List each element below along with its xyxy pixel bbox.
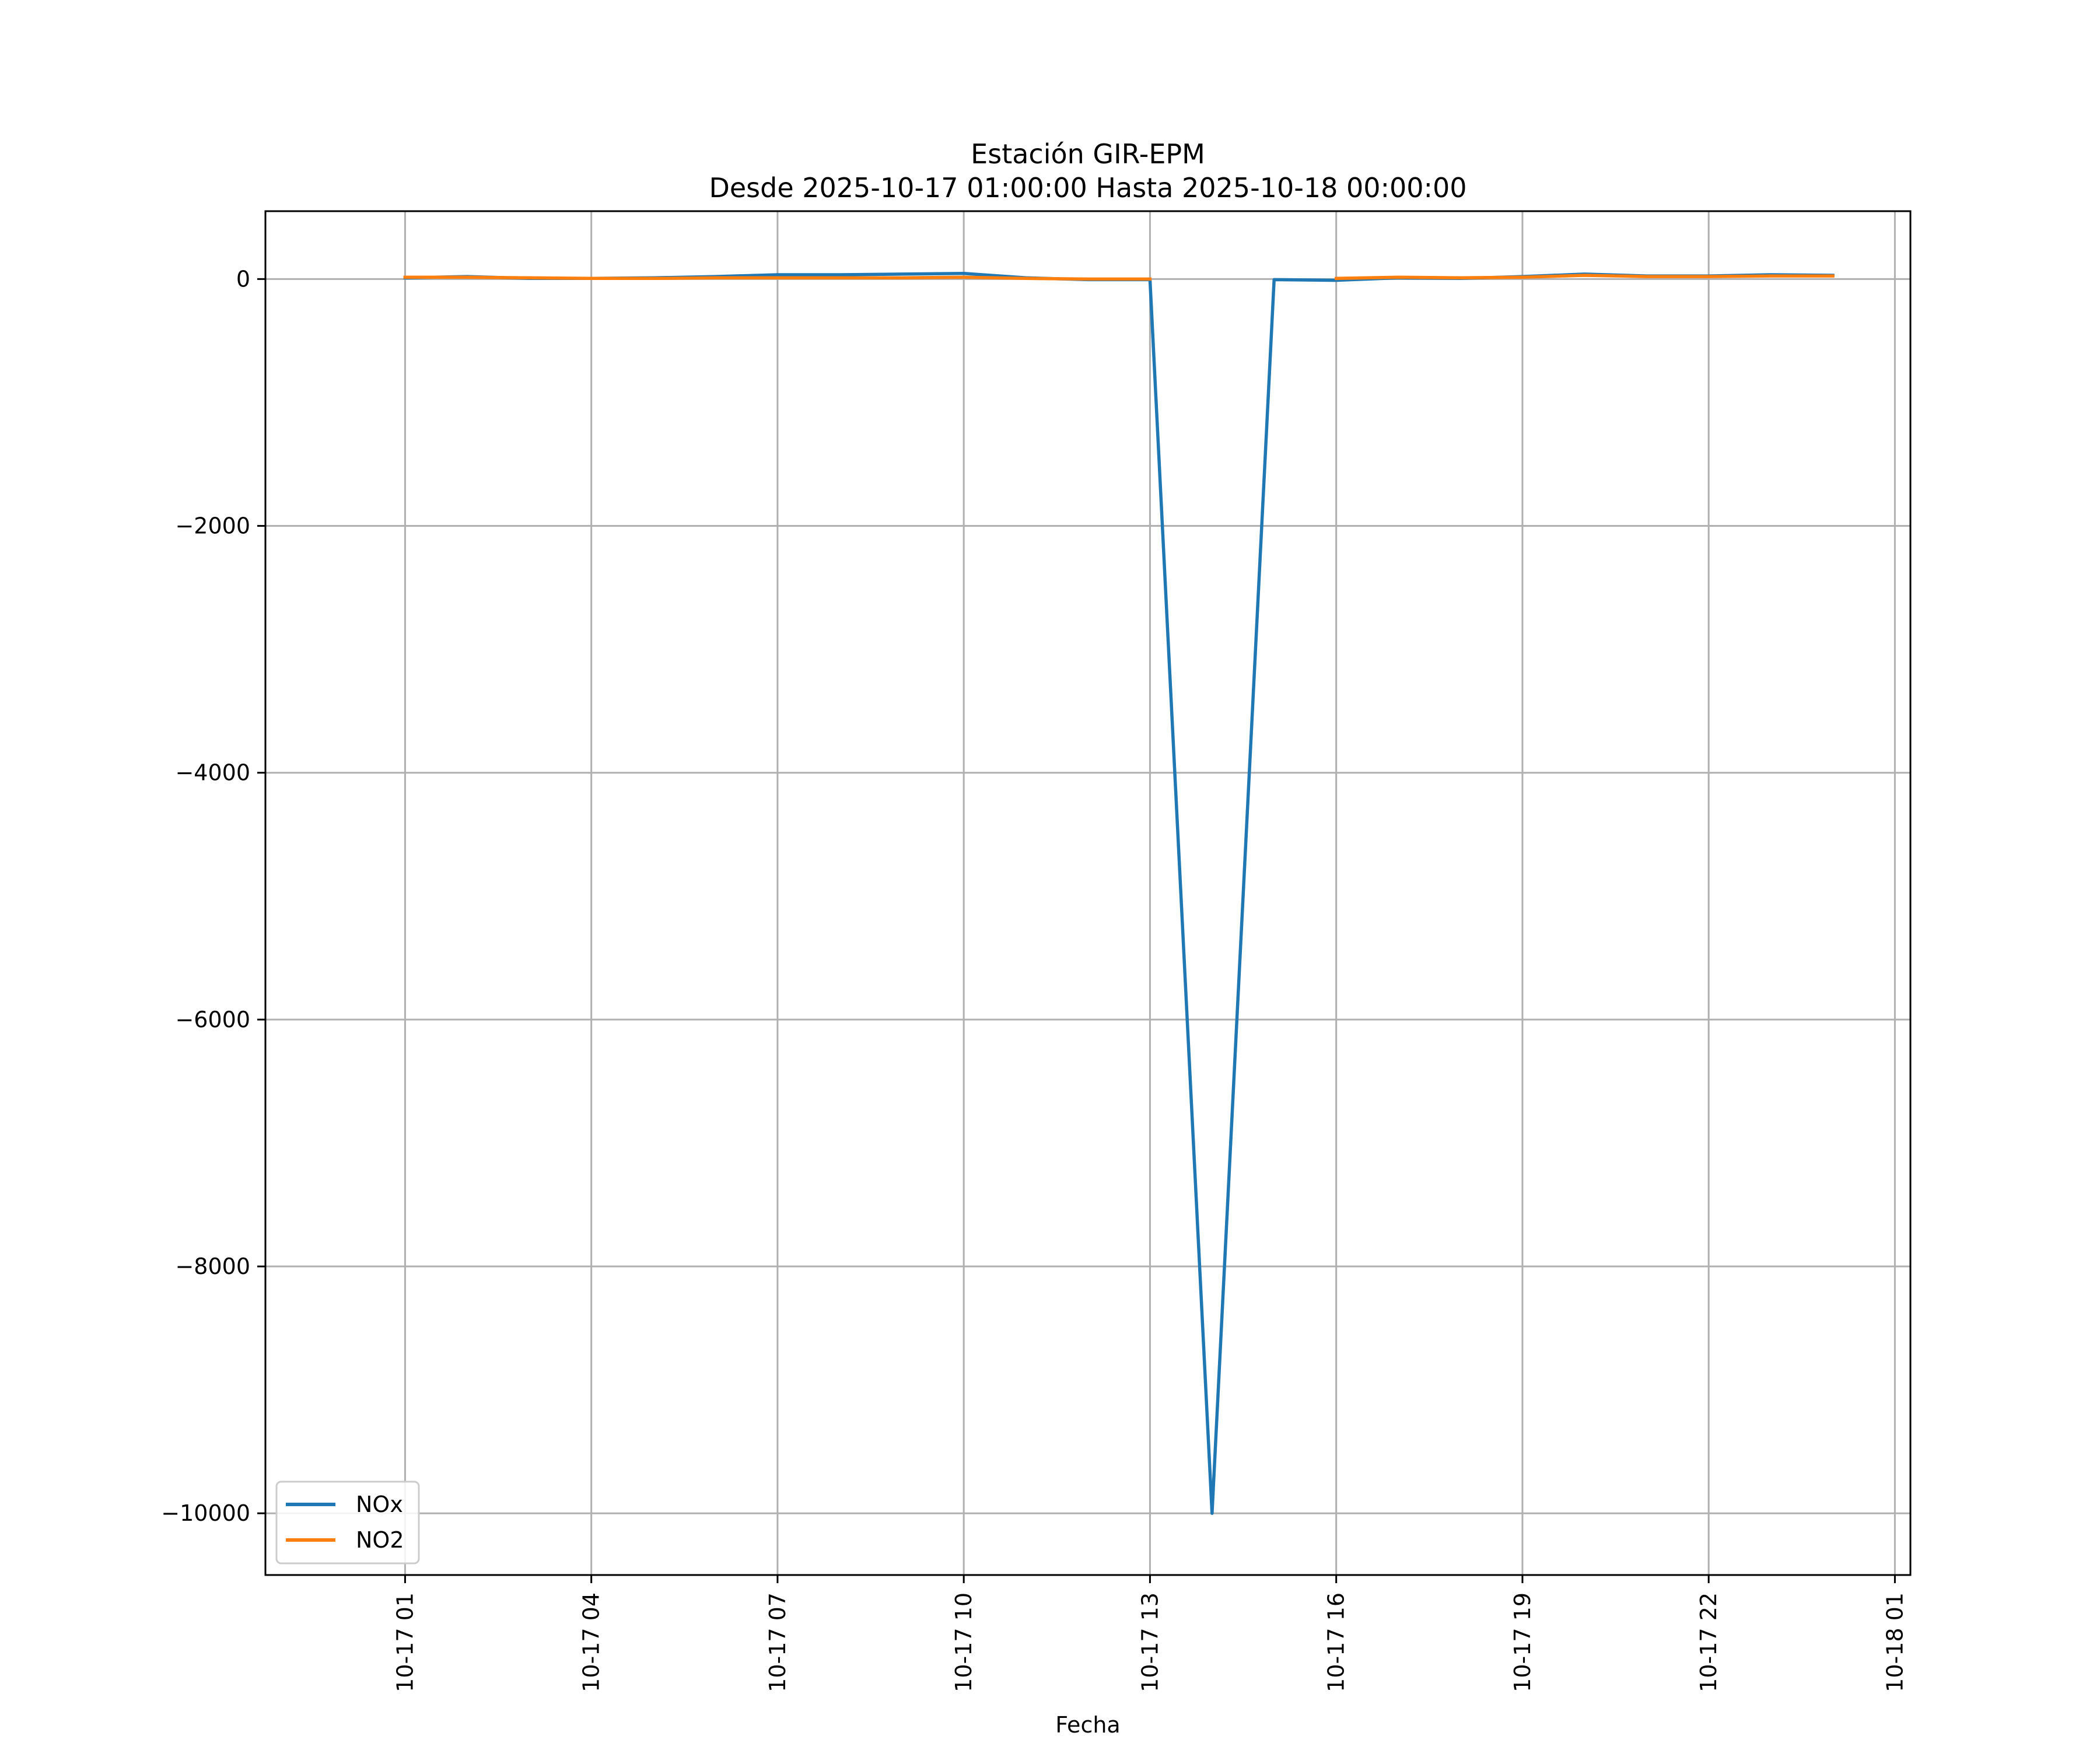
y-tick-label: −8000 — [175, 1254, 250, 1279]
x-tick-label: 10-17 16 — [1324, 1592, 1349, 1692]
series-line-no2 — [1334, 274, 1835, 281]
x-tick-label: 10-17 10 — [951, 1592, 977, 1692]
x-tick-label: 10-17 04 — [579, 1592, 604, 1692]
y-tick-label: −4000 — [175, 760, 250, 786]
y-tick-label: −2000 — [175, 513, 250, 539]
x-tick-label: 10-17 07 — [765, 1592, 790, 1692]
x-axis-ticks: 10-17 01 10-17 04 10-17 07 10-17 10 10-17 13… — [392, 1575, 1908, 1692]
series-lines — [403, 272, 1835, 1515]
chart-title: Estación GIR-EPM — [971, 138, 1205, 170]
y-tick-label: 0 — [236, 266, 250, 292]
x-tick-label: 10-17 01 — [392, 1592, 418, 1692]
x-tick-label: 10-18 01 — [1882, 1592, 1908, 1692]
chart-subtitle: Desde 2025-10-17 01:00:00 Hasta 2025-10-… — [709, 172, 1466, 204]
plot-area-frame — [264, 210, 1912, 1576]
y-tick-label: −10000 — [161, 1500, 250, 1526]
legend: NOx NO2 — [275, 1480, 420, 1564]
x-axis-label: Fecha — [1055, 1712, 1120, 1738]
x-tick-label: 10-17 13 — [1137, 1592, 1163, 1692]
x-tick-label: 10-17 19 — [1510, 1592, 1535, 1692]
legend-box — [275, 1480, 420, 1564]
y-axis-ticks: 0 −2000 −4000 −6000 −8000 −10000 — [161, 266, 265, 1526]
series-line-no2 — [403, 275, 1152, 281]
legend-label-nox: NOx — [356, 1492, 403, 1517]
legend-label-no2: NO2 — [356, 1527, 404, 1553]
y-tick-label: −6000 — [175, 1007, 250, 1032]
x-tick-label: 10-17 22 — [1696, 1592, 1721, 1692]
